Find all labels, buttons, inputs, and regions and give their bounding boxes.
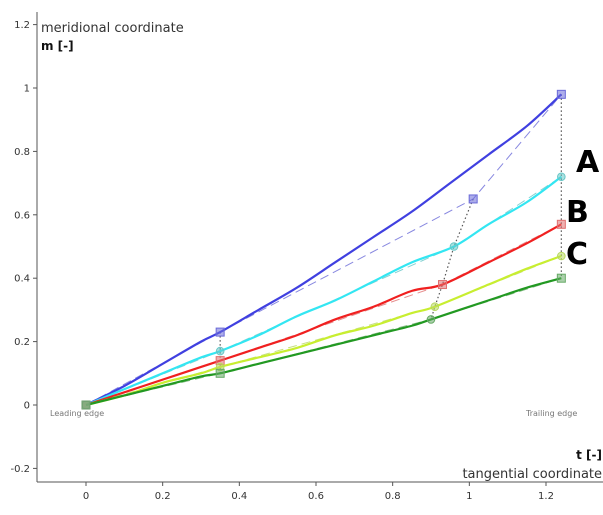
annotation-letter-c: C [566, 237, 588, 272]
x-axis-title: tangential coordinate [462, 467, 602, 482]
y-tick-label: -0.2 [10, 464, 30, 475]
annotation-letter-b: B [566, 195, 589, 230]
control-point [430, 302, 440, 312]
profile-curve [85, 223, 562, 407]
control-point [426, 315, 436, 324]
control-point [556, 219, 566, 229]
x-tick-label: 0.8 [385, 491, 401, 502]
x-tick-label: 0.6 [308, 491, 324, 502]
y-tick-label: 0.8 [14, 147, 30, 158]
x-tick-label: 1 [466, 491, 472, 502]
y-axis-title: meridional coordinate [41, 21, 184, 36]
y-tick-label: 0.4 [14, 274, 30, 285]
plot-area [81, 89, 566, 410]
y-tick-label: 0 [24, 401, 30, 412]
control-point [468, 194, 478, 204]
y-tick-label: 1.2 [14, 20, 30, 31]
y-tick-label: 1 [24, 84, 30, 95]
y-tick-label: 0.6 [14, 210, 30, 221]
leading-edge-point [81, 400, 91, 410]
control-point [215, 368, 225, 378]
control-point [215, 346, 225, 356]
x-tick-label: 1.2 [538, 491, 554, 502]
profile-curve [85, 93, 563, 406]
x-axis-unit: t [-] [576, 448, 602, 462]
annotation-letter-a: A [576, 145, 600, 180]
control-point [557, 251, 566, 261]
control-point [215, 327, 225, 337]
y-axis-unit: m [-] [41, 39, 74, 53]
control-point [556, 89, 566, 99]
control-point [449, 242, 459, 251]
trailing-edge-label: Trailing edge [525, 409, 577, 418]
profile-curve [85, 175, 562, 407]
control-point [557, 172, 566, 182]
profile-curve [85, 254, 562, 407]
y-tick-label: 0.2 [14, 337, 30, 348]
x-tick-label: 0.2 [155, 491, 171, 502]
control-point [438, 280, 447, 290]
leading-edge-label: Leading edge [50, 409, 104, 418]
x-tick-label: 0 [83, 491, 89, 502]
x-tick-label: 0.4 [231, 491, 247, 502]
control-point [556, 273, 566, 283]
axes: -0.2 0 0.2 0.4 0.6 0.8 1 1.2 0 0.2 0.4 0.6 0.8 1 1.2 [10, 12, 603, 502]
profile-curve [85, 277, 562, 407]
